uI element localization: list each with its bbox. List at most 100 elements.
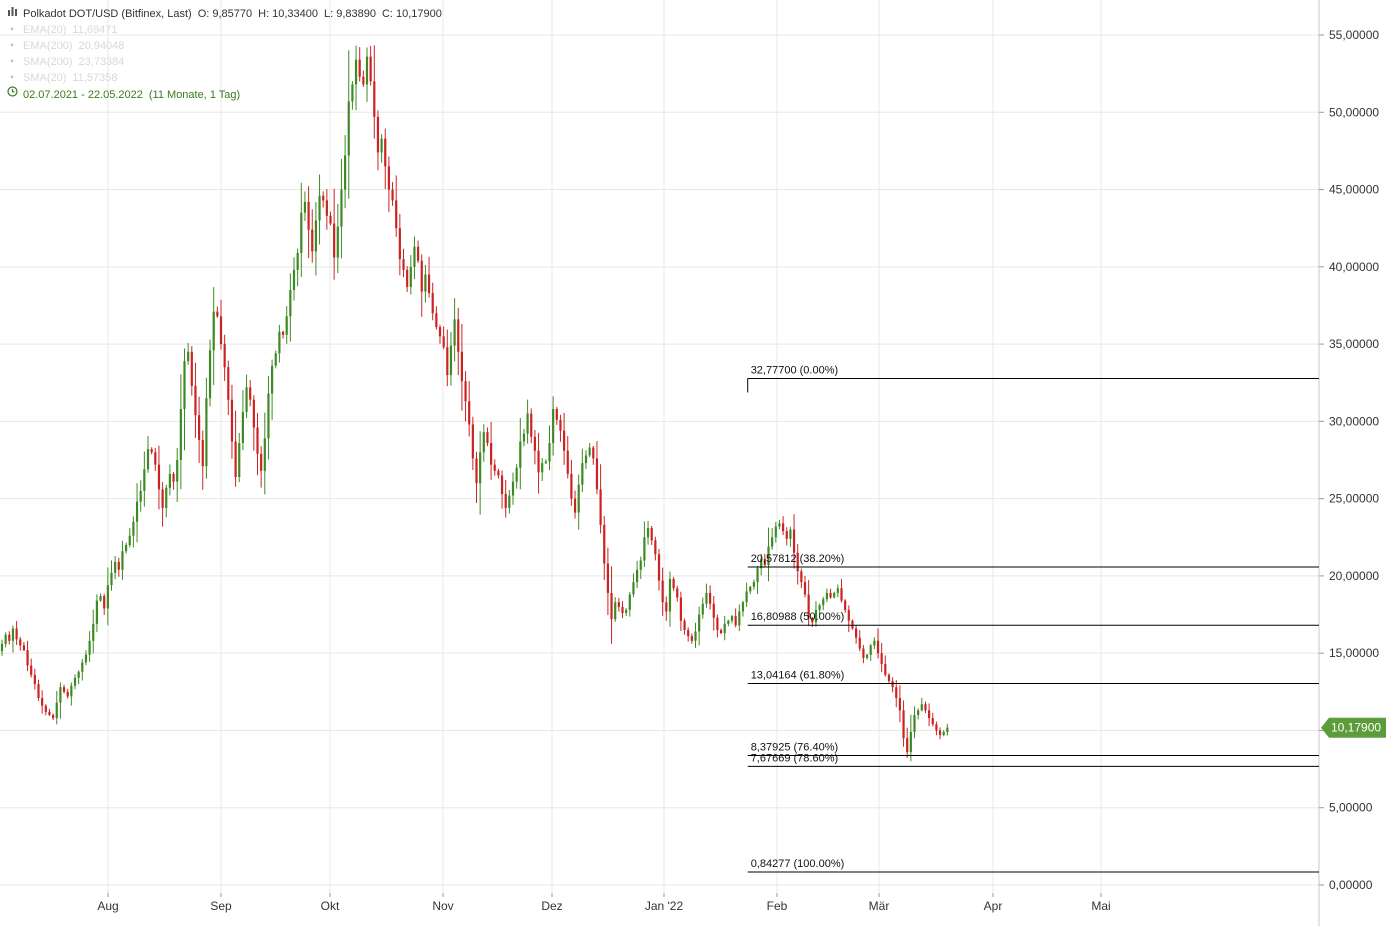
clock-icon[interactable]: [6, 86, 18, 103]
candle: [617, 597, 620, 612]
candle: [59, 682, 62, 719]
legend-indicator-row[interactable]: ◦ EMA(20) 11,69471: [6, 22, 442, 38]
candle-body: [384, 138, 387, 167]
candle: [851, 619, 854, 630]
candle: [417, 240, 420, 264]
eye-icon[interactable]: ◦: [10, 56, 14, 67]
candle: [643, 521, 646, 567]
candle: [938, 727, 942, 740]
candle-body: [851, 620, 854, 629]
bar-chart-icon[interactable]: [6, 6, 18, 22]
candle: [902, 700, 905, 747]
candle-body: [106, 585, 109, 609]
eye-icon[interactable]: ◦: [10, 24, 14, 35]
candle: [508, 489, 511, 514]
candle-body: [902, 710, 905, 739]
candle-body: [77, 671, 80, 678]
candle-body: [70, 685, 73, 697]
candle-body: [300, 212, 303, 253]
candle-body: [464, 381, 467, 402]
candle-body: [676, 588, 679, 598]
candle: [285, 306, 288, 344]
candle-body: [453, 319, 456, 346]
candle: [840, 579, 843, 603]
candle-body: [340, 189, 343, 227]
candle-body: [537, 450, 540, 473]
candle-body: [417, 246, 420, 261]
candle: [599, 464, 602, 534]
candle: [869, 643, 872, 661]
x-tick-label: Mär: [869, 899, 890, 913]
candle: [471, 416, 474, 470]
candle-body: [836, 588, 839, 593]
eye-icon[interactable]: ◦: [10, 72, 14, 83]
candle-body: [125, 545, 128, 552]
candle: [37, 679, 40, 701]
candle-body: [533, 436, 536, 451]
candle-body: [471, 424, 474, 459]
candle-body: [771, 537, 774, 547]
candle: [380, 134, 383, 163]
candle: [847, 605, 850, 633]
eye-icon[interactable]: ◦: [10, 40, 14, 51]
candle: [227, 360, 230, 415]
candle: [636, 560, 639, 589]
candle: [544, 459, 547, 465]
candle: [172, 472, 175, 490]
candle: [796, 544, 799, 585]
fib-level-label: 13,04164 (61.80%): [751, 669, 845, 681]
candle-body: [11, 628, 15, 641]
candle-body: [778, 523, 781, 527]
candle-body: [449, 345, 453, 375]
candle-body: [128, 535, 131, 545]
legend-indicator-row[interactable]: ◦ SMA(200) 23,73384: [6, 54, 442, 70]
candle: [0, 639, 4, 656]
ohlc-high-value: 10,33400: [272, 8, 319, 20]
candle: [774, 521, 777, 543]
candle: [935, 721, 938, 736]
candle: [709, 585, 712, 610]
candle-body: [143, 469, 146, 491]
candle: [661, 567, 664, 616]
candle: [314, 201, 317, 276]
candle-body: [245, 387, 248, 413]
candle: [52, 713, 55, 721]
candle: [311, 209, 314, 263]
ohlc-open-label: O:: [197, 8, 210, 20]
y-tick-label: 15,00000: [1329, 646, 1379, 660]
candle-body: [683, 620, 686, 630]
candle: [241, 390, 244, 451]
candle-body: [208, 350, 212, 399]
candle-body: [354, 59, 358, 85]
candle: [362, 70, 365, 87]
candle: [541, 457, 544, 481]
candle: [698, 606, 701, 646]
candle: [913, 706, 916, 739]
candle-body: [752, 582, 755, 587]
candle-body: [566, 450, 569, 474]
candle-body: [457, 319, 460, 352]
candle: [712, 595, 715, 631]
candle-body: [395, 200, 398, 229]
candle: [584, 450, 588, 469]
x-tick-label: Okt: [321, 899, 340, 913]
candle: [734, 608, 737, 628]
candle-body: [442, 336, 445, 348]
candle-body: [424, 274, 427, 292]
indicator-name: EMA(200): [23, 40, 73, 52]
candle-body: [132, 521, 135, 536]
legend-indicator-row[interactable]: ◦ EMA(200) 20,94048: [6, 38, 442, 54]
candle-body: [701, 603, 704, 615]
candle: [143, 451, 146, 507]
fibonacci-retracement[interactable]: 32,77700 (0.00%) 20,57812 (38.20%) 16,8098…: [747, 364, 1319, 873]
candle-body: [0, 643, 4, 652]
candle-body: [818, 605, 821, 610]
candle-body: [303, 201, 307, 213]
candle-body: [497, 470, 500, 476]
candle: [778, 519, 781, 530]
candle: [928, 703, 931, 727]
grid: [0, 0, 1319, 893]
candle: [745, 582, 748, 607]
candle: [398, 213, 401, 276]
legend-indicator-row[interactable]: ◦ SMA(20) 11,57358: [6, 70, 442, 86]
